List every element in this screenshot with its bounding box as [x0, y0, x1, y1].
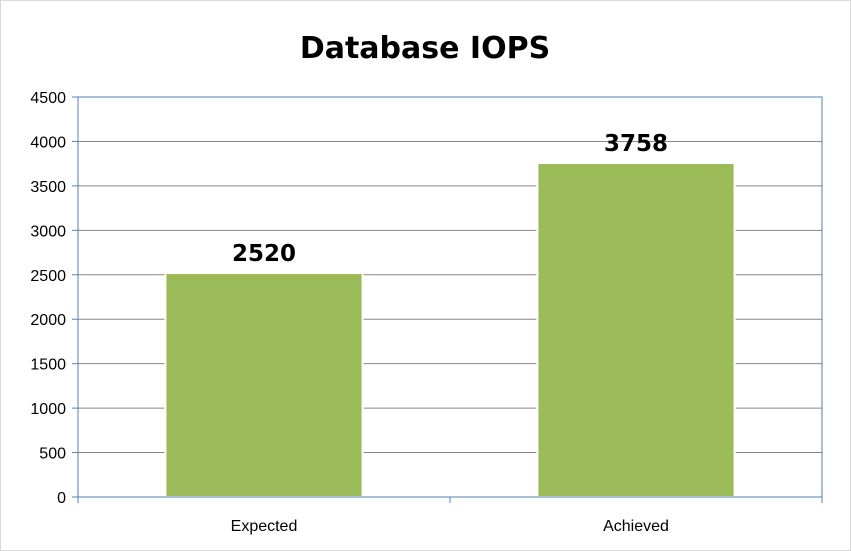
y-tick-label: 4000 [30, 134, 66, 151]
y-tick-label: 0 [57, 490, 66, 507]
y-tick-label: 500 [39, 446, 66, 463]
bar [536, 161, 736, 498]
data-label: 2520 [232, 241, 296, 267]
data-label: 3758 [604, 131, 668, 157]
y-tick-label: 3500 [30, 179, 66, 196]
y-tick-label: 2500 [30, 268, 66, 285]
y-tick-label: 4500 [30, 90, 66, 107]
bar [164, 272, 364, 498]
y-tick-label: 1500 [30, 357, 66, 374]
y-tick-label: 2000 [30, 312, 66, 329]
y-axis-ticks: 0 500 1000 1500 2000 2500 3000 3500 4000 4500 [30, 90, 78, 507]
chart-title: Database IOPS [300, 31, 550, 66]
y-tick-label: 3000 [30, 223, 66, 240]
y-tick-label: 1000 [30, 401, 66, 418]
plot-area-border [77, 96, 823, 498]
data-labels: 2520 3758 [232, 131, 668, 267]
x-axis-categories: Expected Achieved [231, 518, 669, 535]
bars [164, 161, 736, 498]
x-category-label: Achieved [603, 518, 669, 535]
x-category-label: Expected [231, 518, 298, 535]
axes [77, 96, 823, 503]
